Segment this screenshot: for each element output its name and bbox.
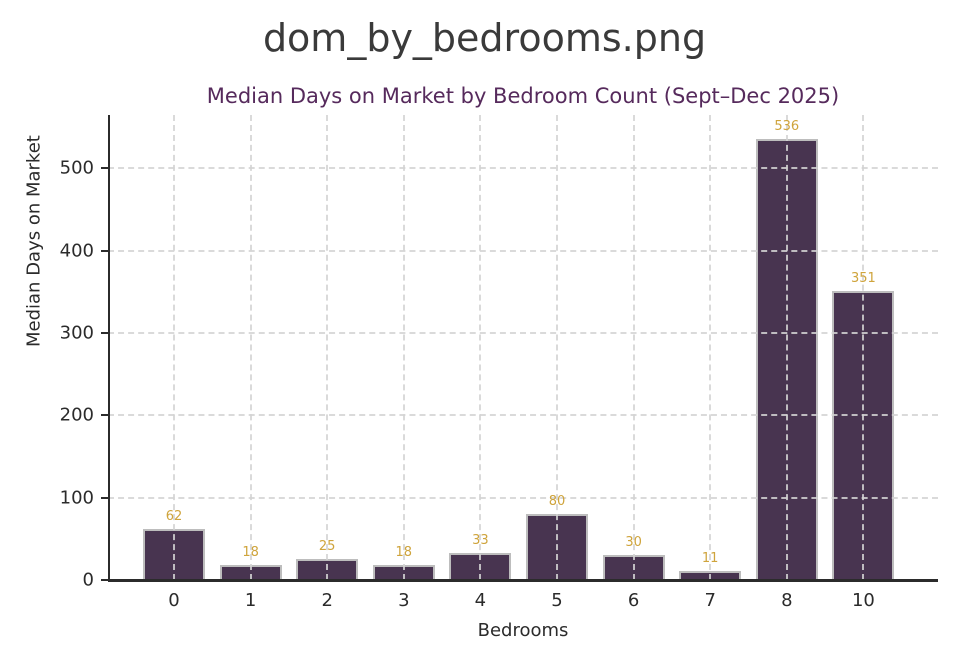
y-tick-label: 200	[59, 404, 94, 426]
h-gridline	[108, 249, 938, 252]
x-tick-label: 5	[551, 590, 563, 611]
v-gridline	[862, 115, 865, 580]
x-axis-label: Bedrooms	[477, 620, 569, 641]
v-gridline	[785, 115, 788, 580]
v-gridline	[249, 115, 252, 580]
y-tick-label: 500	[59, 157, 94, 179]
x-tick-label: 4	[474, 590, 487, 611]
y-tick-label: 0	[82, 569, 94, 591]
x-tick-label: 1	[244, 590, 257, 611]
x-tick-label: 10	[851, 590, 875, 611]
bar-value-label: 62	[165, 508, 183, 524]
v-gridline	[173, 115, 175, 580]
y-tick-label: 400	[59, 240, 94, 262]
bar-value-label: 33	[472, 532, 489, 548]
bar-value-label: 18	[395, 545, 413, 561]
x-tick-label: 2	[321, 590, 333, 611]
x-tick-label: 0	[168, 590, 180, 611]
y-tick-label: 100	[59, 487, 94, 509]
y-axis-spine	[108, 115, 110, 582]
chart-title: Median Days on Market by Bedroom Count (…	[206, 84, 840, 108]
v-gridline	[479, 115, 482, 580]
x-axis-spine	[108, 579, 938, 582]
h-gridline	[108, 414, 938, 417]
v-gridline	[556, 115, 558, 580]
x-tick-label: 7	[704, 590, 716, 611]
bar-value-label: 18	[242, 545, 259, 561]
y-tick-mark	[101, 332, 108, 335]
y-tick-mark	[101, 414, 108, 417]
x-tick-label: 6	[627, 590, 640, 611]
y-tick-label: 300	[59, 322, 94, 344]
h-gridline	[108, 332, 938, 335]
bar-value-label: 11	[701, 550, 719, 566]
y-tick-mark	[101, 249, 108, 252]
v-gridline	[402, 115, 405, 580]
h-gridline	[108, 167, 938, 170]
figure-title: dom_by_bedrooms.png	[262, 16, 707, 60]
v-gridline	[709, 115, 712, 580]
bar-value-label: 351	[850, 271, 876, 287]
y-tick-mark	[101, 496, 108, 499]
y-tick-mark	[101, 579, 108, 581]
y-tick-mark	[101, 167, 108, 170]
bar-value-label: 536	[774, 118, 800, 134]
v-gridline	[632, 115, 635, 580]
bar-value-label: 30	[625, 535, 642, 551]
bar-value-label: 80	[548, 494, 566, 510]
v-gridline	[326, 115, 329, 580]
x-tick-label: 3	[398, 590, 410, 611]
bar-value-label: 25	[318, 539, 336, 555]
h-gridline	[108, 496, 938, 499]
x-tick-label: 8	[781, 590, 793, 611]
